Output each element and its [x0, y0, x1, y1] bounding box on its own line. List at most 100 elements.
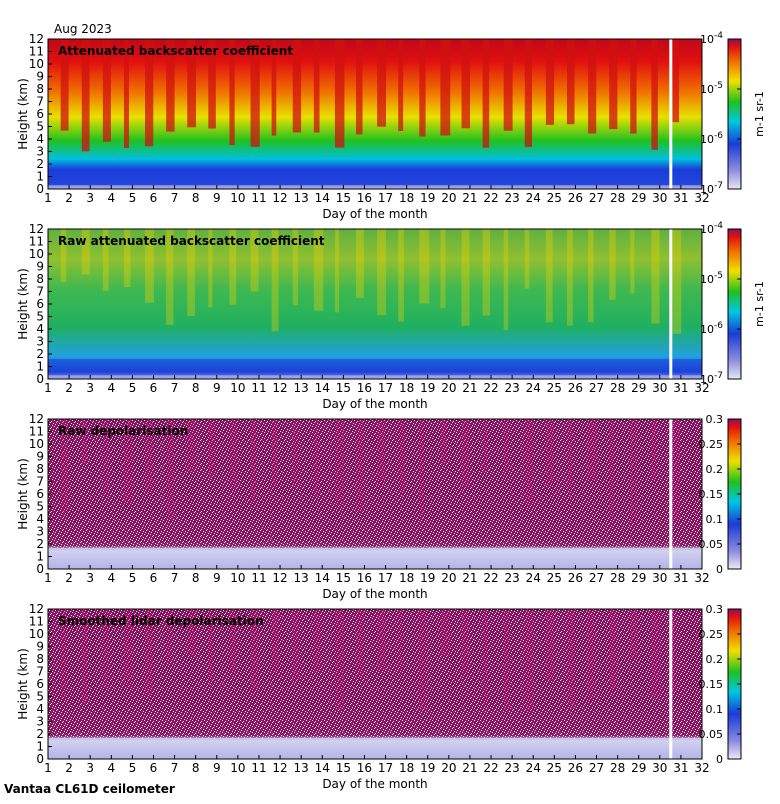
diurnal-streak — [672, 229, 682, 334]
data-gap — [669, 39, 673, 189]
y-tick-label: 2 — [36, 537, 44, 551]
diurnal-streak — [440, 39, 451, 136]
diurnal-streak — [166, 419, 175, 520]
x-tick-label: 6 — [150, 381, 158, 395]
x-tick-label: 22 — [483, 761, 498, 775]
y-tick-label: 0 — [36, 182, 44, 196]
x-tick-label: 8 — [192, 571, 200, 585]
diurnal-streak — [356, 229, 364, 298]
x-tick-label: 14 — [315, 571, 330, 585]
x-tick-label: 23 — [504, 381, 519, 395]
x-tick-label: 12 — [272, 571, 287, 585]
colorbar-tick-label: 10-6 — [700, 131, 723, 146]
x-tick-label: 9 — [213, 191, 221, 205]
diurnal-streak — [609, 229, 616, 300]
x-tick-label: 1 — [44, 571, 52, 585]
x-tick-label: 20 — [441, 571, 456, 585]
x-tick-label: 13 — [294, 761, 309, 775]
colorbar-tick-label: 0.1 — [706, 703, 724, 716]
x-tick-label: 29 — [631, 761, 646, 775]
x-axis-label: Day of the month — [322, 777, 427, 791]
diurnal-streak — [440, 229, 446, 309]
diurnal-streak — [229, 419, 238, 491]
colorbar-tick-label: 0.15 — [699, 488, 724, 501]
y-tick-label: 5 — [36, 690, 44, 704]
colorbar-tick-label: 10-5 — [700, 81, 723, 96]
x-tick-label: 28 — [610, 761, 625, 775]
x-tick-label: 26 — [568, 761, 583, 775]
diurnal-streak — [166, 39, 175, 132]
y-tick-label: 7 — [36, 285, 44, 299]
x-tick-label: 15 — [336, 761, 351, 775]
diurnal-streak — [377, 229, 386, 316]
x-tick-label: 12 — [272, 381, 287, 395]
diurnal-streak — [503, 229, 509, 331]
diurnal-streak — [187, 229, 195, 316]
x-tick-label: 22 — [483, 191, 498, 205]
diurnal-streak — [672, 609, 677, 694]
x-tick-label: 27 — [589, 761, 604, 775]
x-tick-label: 12 — [272, 191, 287, 205]
x-tick-label: 16 — [357, 191, 372, 205]
diurnal-streak — [102, 229, 109, 291]
data-gap — [669, 609, 673, 759]
diurnal-streak — [271, 609, 280, 675]
x-tick-label: 30 — [652, 761, 667, 775]
site-label: Vantaa CL61D ceilometer — [4, 782, 175, 796]
y-tick-label: 3 — [36, 335, 44, 349]
x-tick-label: 14 — [315, 191, 330, 205]
diurnal-streak — [588, 419, 598, 483]
diurnal-streak — [503, 419, 509, 472]
diurnal-streak — [503, 609, 510, 712]
x-tick-label: 25 — [547, 381, 562, 395]
x-tick-label: 28 — [610, 381, 625, 395]
x-tick-label: 24 — [526, 191, 541, 205]
x-tick-label: 7 — [171, 381, 179, 395]
x-tick-label: 19 — [420, 571, 435, 585]
diurnal-streak — [630, 609, 638, 660]
diurnal-streak — [313, 609, 322, 673]
data-gap — [669, 419, 673, 569]
x-tick-label: 22 — [483, 381, 498, 395]
diurnal-streak — [588, 39, 597, 134]
y-tick-label: 8 — [36, 652, 44, 666]
diurnal-streak — [524, 609, 534, 714]
x-tick-label: 30 — [652, 381, 667, 395]
surface-layer — [48, 185, 702, 189]
diurnal-streak — [292, 419, 299, 484]
diurnal-streak — [313, 229, 324, 311]
colorbar-tick-label: 0.1 — [706, 513, 724, 526]
diurnal-streak — [524, 419, 534, 507]
diurnal-streak — [461, 229, 470, 326]
diurnal-streak — [566, 609, 575, 708]
x-tick-label: 30 — [652, 571, 667, 585]
x-tick-label: 6 — [150, 571, 158, 585]
y-axis-label: Height (km) — [16, 78, 30, 149]
x-tick-label: 11 — [251, 191, 266, 205]
colorbar-tick-label: 0 — [716, 563, 723, 576]
diurnal-streak — [102, 609, 109, 686]
x-tick-label: 3 — [86, 571, 94, 585]
x-tick-label: 26 — [568, 381, 583, 395]
diurnal-streak — [609, 39, 618, 130]
diurnal-streak — [419, 39, 426, 137]
diurnal-streak — [145, 609, 154, 696]
y-tick-label: 0 — [36, 752, 44, 766]
diurnal-streak — [334, 39, 345, 148]
surface-layer — [48, 375, 702, 379]
low-depol-layer — [48, 736, 702, 759]
x-tick-label: 23 — [504, 571, 519, 585]
x-tick-label: 24 — [526, 571, 541, 585]
x-axis-label: Day of the month — [322, 587, 427, 601]
diurnal-streak — [461, 419, 470, 488]
diurnal-streak — [398, 229, 404, 322]
x-tick-label: 3 — [86, 191, 94, 205]
diurnal-streak — [651, 609, 661, 699]
x-tick-label: 1 — [44, 381, 52, 395]
diurnal-streak — [208, 609, 214, 684]
y-tick-label: 4 — [36, 702, 44, 716]
diurnal-streak — [419, 419, 425, 518]
x-tick-label: 24 — [526, 381, 541, 395]
y-tick-label: 6 — [36, 107, 44, 121]
